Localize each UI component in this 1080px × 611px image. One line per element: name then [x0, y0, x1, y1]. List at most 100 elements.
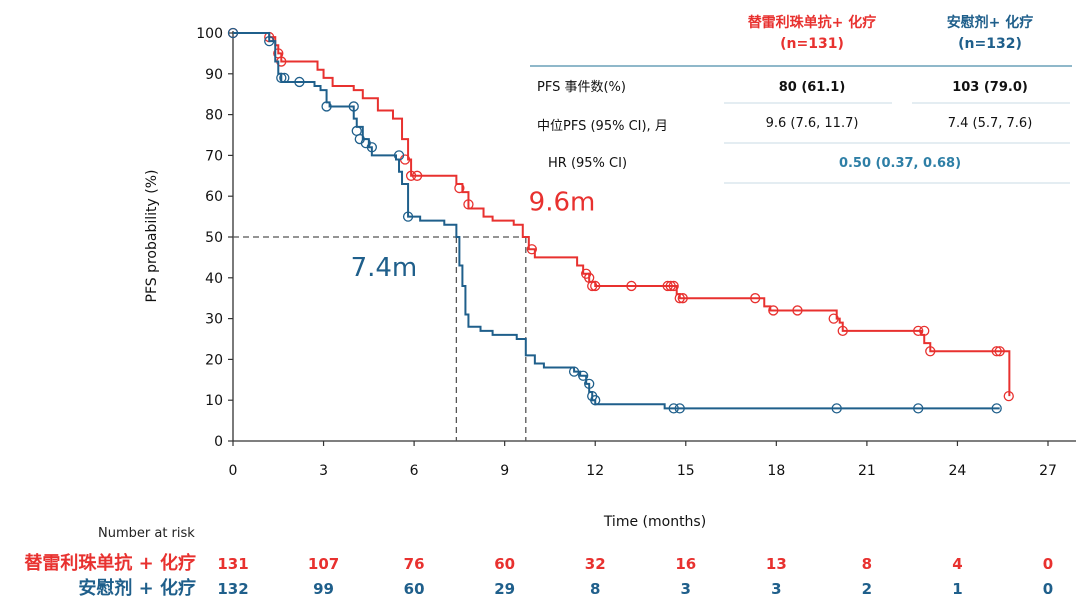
censor-mark-blue — [279, 72, 290, 84]
risk-count-blue: 132 — [217, 580, 248, 598]
risk-row-red: 131 107 76 60 32 16 13 8 4 0 — [217, 555, 1053, 573]
median-annotation-blue: 7.4m — [351, 253, 418, 283]
risk-count-blue: 99 — [313, 580, 334, 598]
x-tick-label: 27 — [1039, 463, 1057, 479]
risk-count-blue: 29 — [494, 580, 515, 598]
risk-count-blue: 2 — [862, 580, 872, 598]
risk-count-red: 13 — [766, 555, 787, 573]
y-tick-label: 80 — [205, 108, 223, 124]
row-hr-value: 0.50 (0.37, 0.68) — [839, 156, 961, 171]
x-tick-label: 9 — [500, 463, 509, 479]
x-tick-label: 12 — [586, 463, 604, 479]
median-annotation-red: 9.6m — [529, 187, 596, 217]
risk-count-red: 60 — [494, 555, 515, 573]
censor-mark-blue — [668, 403, 679, 414]
risk-count-red: 0 — [1043, 555, 1053, 573]
row-hr-label: HR (95% CI) — [548, 156, 627, 171]
censor-mark-red — [454, 182, 465, 194]
risk-count-red: 32 — [585, 555, 606, 573]
risk-count-red: 76 — [404, 555, 425, 573]
censor-mark-blue — [674, 403, 685, 414]
row-median-red: 9.6 (7.6, 11.7) — [766, 116, 859, 131]
row-events-blue: 103 (79.0) — [952, 80, 1028, 95]
censor-mark-red — [919, 325, 930, 336]
median-annotations: 9.6m 7.4m — [351, 187, 596, 282]
censor-mark-red — [913, 325, 924, 336]
censor-mark-red — [991, 346, 1002, 357]
header-blue-name: 安慰剂+ 化疗 — [947, 14, 1034, 31]
censor-mark-red — [837, 325, 848, 336]
row-median-label: 中位PFS (95% CI), 月 — [537, 119, 668, 134]
censor-mark-blue — [393, 150, 405, 161]
x-tick-label: 3 — [319, 463, 328, 479]
censor-mark-red — [674, 293, 685, 304]
censor-mark-red — [662, 280, 673, 292]
survival-curve-red — [233, 32, 1011, 397]
censor-mark-blue — [584, 378, 595, 390]
censor-mark-blue — [913, 403, 924, 414]
censor-mark-red — [750, 293, 761, 304]
censor-mark-blue — [831, 403, 842, 414]
survival-curve-blue — [233, 32, 1000, 410]
risk-count-red: 4 — [952, 555, 962, 573]
risk-count-blue: 60 — [404, 580, 425, 598]
y-axis-title: PFS probability (%) — [144, 170, 160, 303]
risk-count-blue: 1 — [952, 580, 962, 598]
x-tick-label: 18 — [767, 463, 785, 479]
y-tick-label: 90 — [205, 67, 223, 83]
survival-curves — [227, 27, 1014, 414]
censor-mark-blue — [590, 395, 601, 406]
censor-mark-red — [828, 313, 839, 324]
censor-mark-red — [463, 199, 474, 210]
censor-mark-red — [626, 280, 637, 292]
x-axis-title: Time (months) — [603, 514, 706, 530]
censor-mark-blue — [348, 101, 359, 112]
risk-count-red: 8 — [862, 555, 872, 573]
censor-mark-red — [587, 280, 598, 292]
risk-count-blue: 8 — [590, 580, 600, 598]
censor-mark-blue — [264, 36, 275, 47]
y-tick-label: 0 — [214, 434, 223, 450]
risk-table: Number at risk 替雷利珠单抗 + 化疗 安慰剂 + 化疗 131 1… — [24, 526, 1053, 599]
x-tick-label: 21 — [858, 463, 876, 479]
y-tick-label: 10 — [205, 393, 223, 409]
header-blue-n: (n=132) — [958, 36, 1022, 52]
risk-count-red: 107 — [308, 555, 339, 573]
censor-mark-red — [665, 280, 676, 292]
y-tick-label: 100 — [196, 26, 223, 42]
censor-mark-blue — [294, 76, 305, 88]
censor-mark-blue — [991, 403, 1002, 414]
risk-row-blue: 132 99 60 29 8 3 3 2 1 0 — [217, 580, 1053, 598]
header-red-n: (n=131) — [780, 36, 844, 52]
censor-mark-blue — [402, 211, 414, 222]
censor-mark-blue — [568, 366, 580, 377]
risk-count-blue: 3 — [771, 580, 781, 598]
x-tick-label: 6 — [410, 463, 419, 479]
row-median-blue: 7.4 (5.7, 7.6) — [948, 116, 1033, 131]
censor-mark-blue — [276, 72, 287, 84]
risk-count-blue: 0 — [1043, 580, 1053, 598]
censor-mark-blue — [366, 142, 378, 153]
row-events-red: 80 (61.1) — [779, 80, 846, 95]
x-tick-label: 0 — [229, 463, 238, 479]
y-tick-label: 40 — [205, 271, 223, 287]
y-tick-label: 60 — [205, 189, 223, 205]
censor-mark-red — [994, 346, 1005, 357]
x-tick-label: 24 — [949, 463, 967, 479]
censor-mark-red — [411, 170, 423, 181]
risk-count-red: 16 — [675, 555, 696, 573]
censor-mark-red — [405, 170, 417, 181]
risk-count-red: 131 — [217, 555, 248, 573]
x-tick-label: 15 — [677, 463, 695, 479]
risk-name-blue: 安慰剂 + 化疗 — [78, 577, 196, 599]
y-tick-label: 30 — [205, 312, 223, 328]
censor-mark-red — [677, 293, 688, 304]
censor-mark-red — [925, 346, 936, 357]
row-events-label: PFS 事件数(%) — [537, 80, 626, 95]
censor-mark-red — [590, 280, 601, 292]
summary-table: 替雷利珠单抗+ 化疗 (n=131) 安慰剂+ 化疗 (n=132) PFS 事… — [530, 14, 1072, 184]
censor-mark-red — [668, 280, 679, 292]
censor-mark-red — [526, 244, 537, 255]
censor-mark-blue — [227, 27, 239, 39]
